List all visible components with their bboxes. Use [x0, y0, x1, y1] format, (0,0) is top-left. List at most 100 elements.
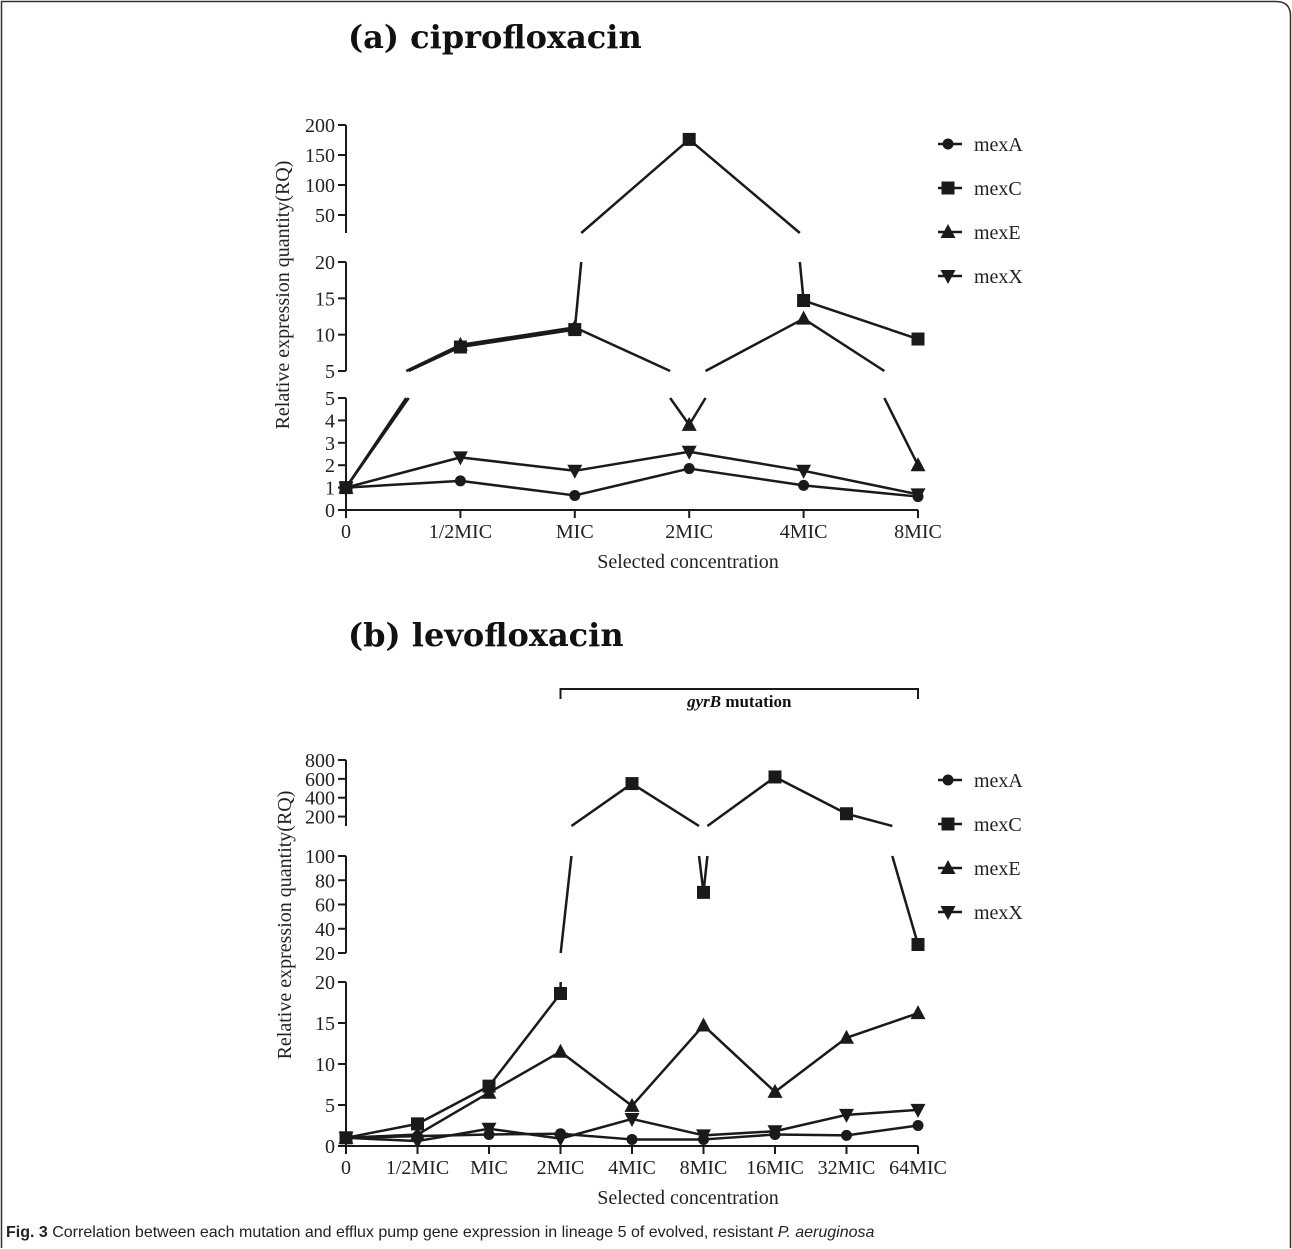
panel-b-line-mexa: [846, 1124, 919, 1137]
panel-a-legend-item-mexe: mexE: [938, 222, 1021, 244]
panel-b-line-mexc: [345, 1122, 418, 1140]
panel-a-legend-marker-mexe: [940, 224, 956, 238]
panel-b-y-tick-label: 20: [315, 972, 335, 994]
panel-b-line-mexe: [702, 1024, 776, 1093]
panel-a-point-mexc-8mic: [911, 332, 925, 346]
panel-a-line-mexx: [688, 450, 804, 473]
panel-b-series-mexc: [339, 770, 925, 1145]
panel-a-y-tick-label: 1: [325, 478, 335, 500]
panel-b-point-mexe-4mic: [624, 1097, 640, 1112]
panel-a-legend-label-mexc: mexC: [974, 178, 1022, 200]
panel-b-y-tick-label: 100: [305, 846, 335, 868]
panel-b-line-mexe: [774, 1036, 848, 1093]
panel-a-legend-marker-mexc: [941, 181, 955, 195]
panel-a-line-mexc: [580, 138, 691, 234]
panel-b-point-mexx-1-2mic: [410, 1135, 425, 1150]
panel-b-line-mexe: [559, 1050, 633, 1107]
panel-a-y-tick-label: 100: [305, 175, 335, 197]
panel-a-legend-item-mexa: mexA: [938, 134, 1023, 156]
panel-b-line-mexx: [774, 1113, 847, 1133]
panel-b-point-mexx-64mic: [910, 1103, 926, 1118]
panel-a-legend-marker-mexa: [942, 138, 954, 150]
panel-b-point-mexe-2mic: [553, 1043, 568, 1058]
panel-a-line-mexc: [803, 299, 919, 341]
panel-a-point-mexx-4mic: [796, 464, 812, 479]
panel-a-y-tick-label: 3: [325, 433, 335, 455]
panel-a-point-mexe-8mic: [910, 457, 926, 472]
panel-b-legend-label-mexx: mexX: [974, 902, 1023, 924]
panel-b-point-mexc-32mic: [840, 807, 853, 821]
panel-a-x-tick-label-2mic: 2MIC: [665, 521, 713, 543]
panel-b-y-tick-label: 15: [315, 1013, 335, 1035]
panel-a-point-mexc-2mic: [682, 132, 696, 146]
panel-a-line-mexa: [574, 467, 690, 497]
panel-b-y-tick-label: 800: [305, 750, 335, 772]
panel-b-legend-item-mexx: mexX: [938, 902, 1023, 924]
panel-b-legend-item-mexa: mexA: [938, 770, 1023, 792]
panel-b-point-mexx-2mic: [553, 1132, 568, 1147]
panel-b-line-mexx: [560, 1117, 633, 1140]
panel-b-point-mexx-16mic: [767, 1125, 783, 1140]
panel-a-title: (a) ciprofloxacin: [348, 18, 642, 56]
panel-a-line-mexe: [883, 397, 920, 466]
panel-b-y-axis-label: Relative expression quantity(RQ): [274, 791, 296, 1060]
panel-b-y-tick-label: 10: [315, 1054, 335, 1076]
panel-a-point-mexx-8mic: [910, 488, 926, 503]
panel-b-point-mexc-4mic: [625, 777, 639, 791]
panel-a-line-mexx: [803, 469, 919, 496]
panel-b-x-tick-label-mic: MIC: [470, 1157, 508, 1179]
panel-a-series-mexx: [338, 445, 926, 503]
panel-b-y-tick-label: 400: [305, 788, 335, 810]
panel-b-line-mexc: [416, 1085, 490, 1125]
panel-b-legend-label-mexe: mexE: [974, 858, 1021, 880]
panel-a-x-tick-label-4mic: 4MIC: [780, 521, 828, 543]
panel-a-line-mexc: [460, 328, 575, 349]
panel-a-legend-label-mexx: mexX: [974, 266, 1023, 288]
panel-a-x-tick-label-8mic: 8MIC: [894, 521, 942, 543]
panel-b-x-tick-label-64mic: 64MIC: [889, 1157, 947, 1179]
panel-a-line-mexa: [803, 484, 919, 498]
panel-b-line-mexx: [631, 1117, 704, 1137]
panel-b-y-tick-label: 40: [315, 919, 335, 941]
panel-a-y-tick-label: 2: [325, 455, 335, 477]
panel-a-line-mexe: [405, 343, 461, 373]
panel-b-legend-marker-mexc: [941, 817, 955, 831]
panel-a-point-mexc-4mic: [797, 294, 811, 308]
panel-b-annotation-bracket: [559, 688, 919, 699]
panel-a-line-mexe: [688, 397, 707, 426]
panel-a-series-mexc: [339, 132, 925, 495]
caption-label: Fig. 3: [6, 1224, 48, 1241]
panel-a-line-mexe: [669, 397, 691, 426]
panel-a-point-mexx-2mic: [681, 445, 697, 460]
panel-b-point-mexa-64mic: [912, 1120, 924, 1131]
panel-a-line-mexe: [460, 326, 575, 347]
panel-a-x-axis-label: Selected concentration: [597, 551, 779, 573]
panel-a-legend-item-mexx: mexX: [938, 266, 1023, 288]
panel-b-legend-label-mexc: mexC: [974, 814, 1022, 836]
panel-a-line-mexe: [802, 317, 886, 373]
panel-a-line-mexx: [574, 450, 690, 473]
panel-b-series-mexx: [338, 1103, 926, 1150]
panel-a-line-mexa: [460, 479, 575, 497]
panel-a-y-tick-label: 50: [315, 205, 335, 227]
panel-a-line-mexe: [574, 326, 671, 373]
panel-b-line-mexx: [488, 1127, 561, 1140]
panel-a-legend-item-mexc: mexC: [938, 178, 1022, 200]
panel-a-y-tick-label: 5: [325, 388, 335, 410]
panel-b-x-tick-label-0: 0: [341, 1157, 351, 1179]
panel-a-line-mexc: [573, 261, 583, 330]
panel-a-series-mexe: [338, 310, 926, 494]
panel-b-point-mexx-32mic: [839, 1108, 854, 1123]
panel-a-line-mexe: [704, 317, 805, 373]
panel-a-point-mexa-mic: [569, 489, 581, 501]
panel-b-y-tick-label: 60: [315, 895, 335, 917]
panel-b-line-mexc: [488, 992, 562, 1087]
panel-a-y-tick-label: 150: [305, 145, 335, 167]
panel-a-point-mexx-1-2mic: [452, 451, 468, 466]
panel-b-point-mexe-32mic: [839, 1029, 854, 1044]
panel-a-point-mexa-4mic: [798, 479, 810, 491]
panel-a-line-mexc: [688, 138, 801, 234]
panel-a-legend-marker-mexx: [940, 270, 956, 284]
